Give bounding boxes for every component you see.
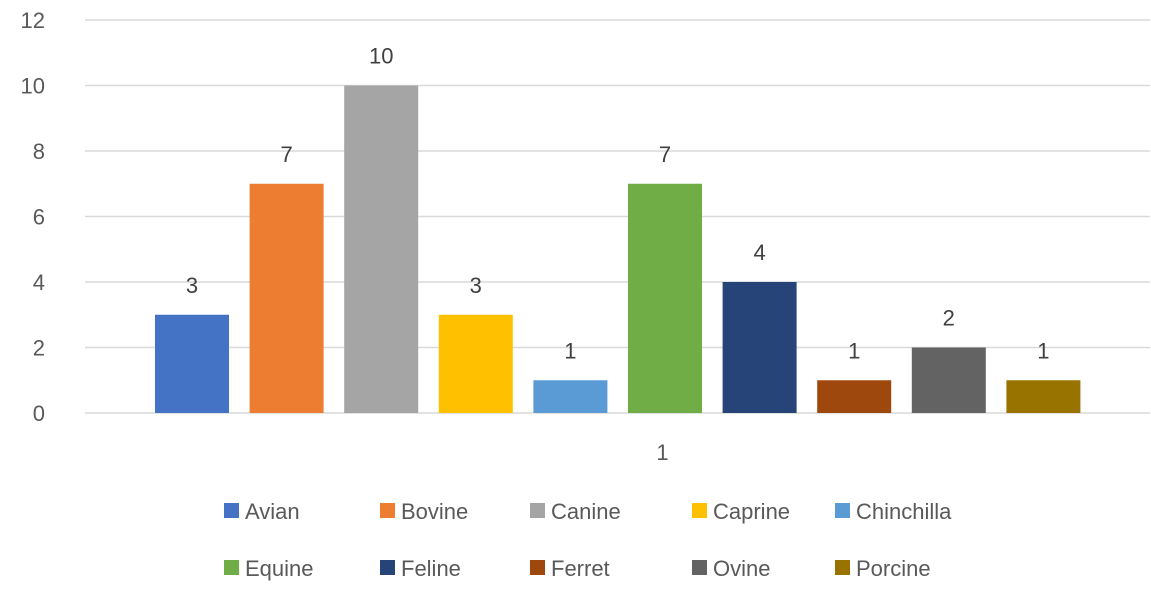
y-tick-label: 2	[33, 336, 45, 361]
legend-swatch-equine	[224, 560, 239, 575]
data-label-chinchilla: 1	[564, 338, 576, 363]
bar-canine	[344, 85, 419, 413]
legend-item-feline[interactable]: Feline	[380, 556, 461, 581]
legend-swatch-canine	[530, 503, 545, 518]
legend-label-ferret: Ferret	[551, 556, 610, 581]
y-tick-label: 4	[33, 270, 45, 295]
data-label-avian: 3	[186, 273, 198, 298]
bar-caprine	[438, 314, 513, 413]
data-label-porcine: 1	[1037, 338, 1049, 363]
legend-item-canine[interactable]: Canine	[530, 499, 621, 524]
y-tick-label: 10	[21, 74, 45, 99]
legend-swatch-bovine	[380, 503, 395, 518]
legend-item-ferret[interactable]: Ferret	[530, 556, 610, 581]
legend-swatch-feline	[380, 560, 395, 575]
legend-label-ovine: Ovine	[713, 556, 770, 581]
legend-label-caprine: Caprine	[713, 499, 790, 524]
bar-ferret	[817, 380, 892, 413]
x-tick-label: 1	[656, 440, 668, 465]
bar-chinchilla	[533, 380, 608, 413]
y-tick-label: 0	[33, 401, 45, 426]
data-label-bovine: 7	[280, 142, 292, 167]
data-label-ovine: 2	[943, 306, 955, 331]
data-label-caprine: 3	[470, 273, 482, 298]
bar-porcine	[1006, 380, 1081, 413]
y-tick-label: 12	[21, 8, 45, 33]
legend-swatch-caprine	[692, 503, 707, 518]
x-axis-tick-labels: 1	[656, 440, 668, 465]
legend-label-feline: Feline	[401, 556, 461, 581]
data-label-feline: 4	[753, 240, 765, 265]
bar-equine	[628, 183, 702, 413]
legend-item-chinchilla[interactable]: Chinchilla	[835, 499, 952, 524]
legend-item-porcine[interactable]: Porcine	[835, 556, 931, 581]
gridlines	[85, 19, 1150, 414]
legend-item-bovine[interactable]: Bovine	[380, 499, 468, 524]
legend-label-avian: Avian	[245, 499, 300, 524]
legend-item-equine[interactable]: Equine	[224, 556, 314, 581]
legend-label-bovine: Bovine	[401, 499, 468, 524]
legend-item-ovine[interactable]: Ovine	[692, 556, 770, 581]
legend-swatch-ferret	[530, 560, 545, 575]
bar-avian	[155, 314, 229, 413]
y-tick-label: 6	[33, 205, 45, 230]
legend[interactable]: Avian Bovine Canine Caprine Chinchilla Equine…	[224, 499, 952, 581]
legend-item-avian[interactable]: Avian	[224, 499, 300, 524]
y-tick-label: 8	[33, 139, 45, 164]
legend-label-porcine: Porcine	[856, 556, 931, 581]
data-label-equine: 7	[659, 142, 671, 167]
data-label-ferret: 1	[848, 338, 860, 363]
bar-bovine	[249, 183, 324, 413]
legend-label-equine: Equine	[245, 556, 314, 581]
bar-feline	[722, 282, 797, 413]
legend-swatch-porcine	[835, 560, 850, 575]
legend-label-canine: Canine	[551, 499, 621, 524]
data-label-canine: 10	[369, 44, 393, 69]
legend-item-caprine[interactable]: Caprine	[692, 499, 790, 524]
legend-label-chinchilla: Chinchilla	[856, 499, 952, 524]
y-axis-tick-labels: 0 2 4 6 8 10 12	[21, 8, 45, 426]
legend-swatch-avian	[224, 503, 239, 518]
bars	[155, 85, 1081, 413]
data-labels: 3 7 10 3 1 7 4 1 2 1	[186, 44, 1050, 364]
legend-swatch-ovine	[692, 560, 707, 575]
bar-ovine	[911, 347, 986, 413]
legend-swatch-chinchilla	[835, 503, 850, 518]
